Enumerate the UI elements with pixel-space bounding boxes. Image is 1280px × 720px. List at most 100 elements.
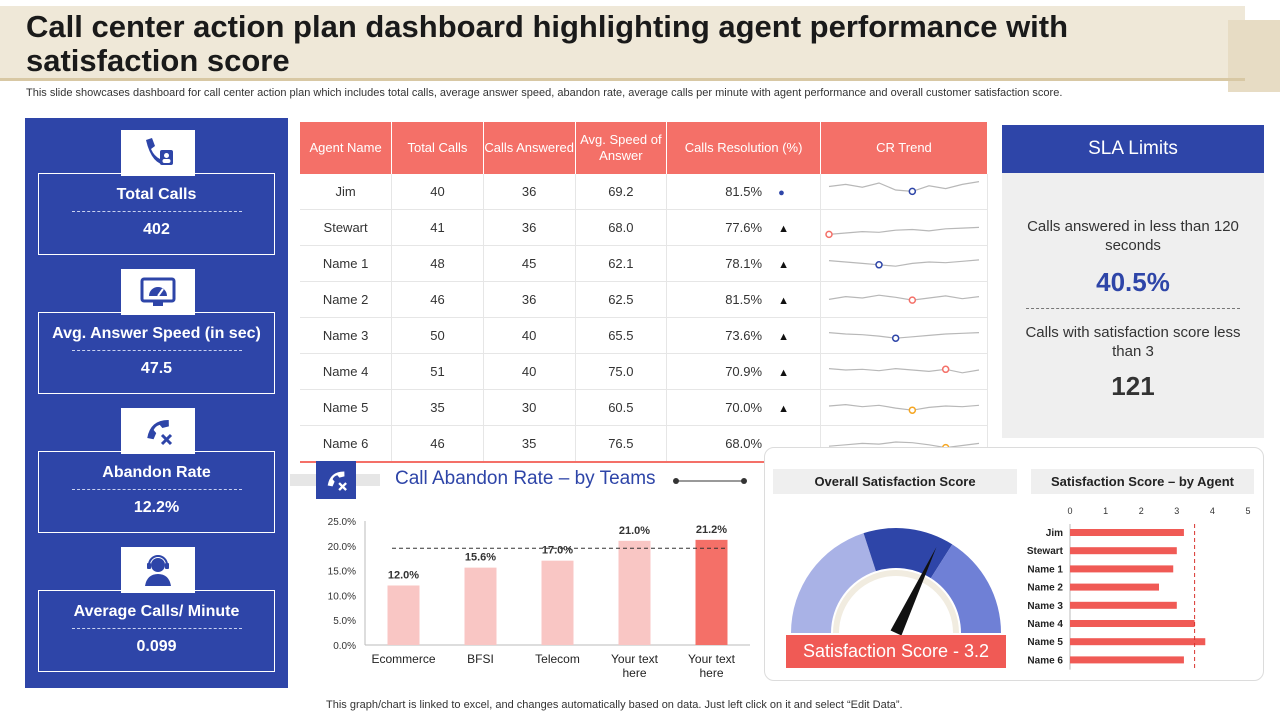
kpi-total-calls: Total Calls 402 [38, 173, 275, 255]
cr-trend-sparkline [828, 294, 980, 304]
resolution-value: 78.1% [725, 256, 763, 271]
avg-speed-cell: 76.5 [575, 425, 668, 463]
cr-trend-sparkline [828, 365, 980, 374]
bar-data-label: 21.0% [619, 525, 650, 537]
resolution-value: 81.5% [725, 292, 763, 307]
calls-answered-cell: 40 [483, 353, 576, 390]
agent-performance-table: Agent Name Total Calls Calls Answered Av… [300, 122, 989, 463]
resolution-value: 70.9% [725, 364, 763, 379]
title-band-accent [1228, 20, 1280, 92]
calls-resolution-cell: 78.1% ▲ [666, 245, 821, 282]
satisfaction-gauge [791, 528, 1001, 636]
col-cr-trend: CR Trend [820, 122, 989, 174]
kpi-divider [71, 489, 242, 490]
y-tick-label: 15.0% [328, 567, 356, 578]
sparkline-line [828, 294, 980, 301]
kpi-value: 47.5 [140, 360, 173, 377]
speedometer-monitor-icon [121, 269, 195, 315]
col-total-calls: Total Calls [391, 122, 484, 174]
x-tick-label: 3 [1174, 506, 1179, 516]
agent-label: Name 5 [1027, 637, 1063, 648]
title-underline [0, 78, 1245, 81]
total-calls-cell: 40 [391, 174, 484, 210]
col-calls-answered: Calls Answered [483, 122, 576, 174]
calls-answered-cell: 40 [483, 317, 576, 354]
sla-label-answered: Calls answered in less than 120 seconds [1027, 218, 1239, 254]
sla-limits-panel: SLA Limits Calls answered in less than 1… [1002, 125, 1264, 438]
kpi-label: Abandon Rate [102, 464, 211, 481]
up-triangle-icon: ▲ [778, 259, 789, 271]
agent-name-cell: Name 6 [300, 425, 393, 463]
avg-speed-cell: 69.2 [575, 174, 668, 210]
sparkline-marker [891, 334, 900, 342]
sparkline-line [828, 403, 980, 411]
resolution-value: 68.0% [725, 436, 763, 451]
total-calls-cell: 51 [391, 353, 484, 390]
calls-answered-cell: 36 [483, 281, 576, 318]
agent-label: Name 1 [1027, 564, 1063, 575]
cr-trend-sparkline [828, 259, 980, 269]
calls-answered-cell: 45 [483, 245, 576, 282]
agent-label: Name 4 [1027, 619, 1063, 630]
agent-satisfaction-chart: 0 1 2 3 4 5 Jim Stewart Name 1 Name 2 Name 3 Name 4… [1027, 506, 1251, 670]
sla-title: SLA Limits [1002, 125, 1264, 173]
table-row: Name 3 50 40 65.5 73.6% ▲ [300, 317, 989, 354]
x-category-label: BFSI [467, 652, 494, 666]
sparkline-marker [941, 365, 950, 374]
overall-satisfaction-title: Overall Satisfaction Score [773, 469, 1017, 494]
resolution-value: 70.0% [725, 400, 763, 415]
kpi-label: Average Calls/ Minute [73, 603, 240, 620]
kpi-value: 402 [143, 221, 170, 238]
y-tick-label: 20.0% [328, 542, 356, 553]
agent-label: Jim [1046, 528, 1063, 539]
agent-satisfaction-bar [1070, 547, 1177, 555]
kpi-average-calls-minute: Average Calls/ Minute 0.099 [38, 590, 275, 672]
sparkline-line [828, 367, 980, 374]
calls-resolution-cell: 77.6% ▲ [666, 209, 821, 246]
up-triangle-icon: ▲ [778, 367, 789, 379]
x-tick-label: 0 [1067, 506, 1072, 516]
sparkline-line [828, 226, 980, 235]
calls-resolution-cell: 70.0% ▲ [666, 389, 821, 426]
resolution-value: 77.6% [725, 220, 763, 235]
y-tick-label: 10.0% [328, 591, 356, 602]
sla-label-low-satisfaction: Calls with satisfaction score less than … [1025, 324, 1241, 360]
agent-satisfaction-bar [1070, 638, 1206, 646]
table-row: Jim 40 36 69.2 81.5% ● [300, 174, 989, 210]
x-tick-label: 1 [1103, 506, 1108, 516]
agent-name-cell: Name 5 [300, 389, 393, 426]
col-agent-name: Agent Name [300, 122, 393, 174]
agent-satisfaction-bar [1070, 620, 1195, 627]
avg-speed-cell: 75.0 [575, 353, 668, 390]
x-tick-label: 5 [1245, 506, 1250, 516]
bar-data-label: 12.0% [388, 569, 419, 581]
sparkline-marker [825, 230, 833, 239]
resolution-value: 81.5% [725, 184, 763, 199]
sparkline-marker [908, 187, 917, 196]
cr-trend-cell [820, 209, 989, 246]
abandon-chart-title: Call Abandon Rate – by Teams [395, 468, 656, 489]
kpi-value: 12.2% [133, 499, 180, 516]
up-triangle-icon: ▲ [778, 295, 789, 307]
kpi-abandon-rate: Abandon Rate 12.2% [38, 451, 275, 533]
up-triangle-icon: ▲ [778, 403, 789, 415]
total-calls-cell: 46 [391, 281, 484, 318]
sparkline-line [828, 259, 980, 267]
kpi-avg-answer-speed: Avg. Answer Speed (in sec) 47.5 [38, 312, 275, 394]
avg-speed-cell: 68.0 [575, 209, 668, 246]
x-tick-label: 2 [1139, 506, 1144, 516]
page-subtitle: This slide showcases dashboard for call … [26, 87, 1063, 99]
up-triangle-icon: ▲ [778, 223, 789, 235]
avg-speed-cell: 62.1 [575, 245, 668, 282]
y-tick-label: 5.0% [333, 616, 356, 627]
table-row: Name 1 48 45 62.1 78.1% ▲ [300, 245, 989, 282]
resolution-value: 73.6% [725, 328, 763, 343]
x-tick-label: 4 [1210, 506, 1215, 516]
kpi-value: 0.099 [136, 638, 177, 655]
gauge-segment [791, 533, 876, 633]
cr-trend-cell [820, 317, 989, 354]
gauge-inner-ring [833, 570, 959, 634]
table-row: Name 2 46 36 62.5 81.5% ▲ [300, 281, 989, 318]
agent-label: Name 6 [1027, 655, 1063, 666]
bar-data-label: 15.6% [465, 552, 496, 564]
